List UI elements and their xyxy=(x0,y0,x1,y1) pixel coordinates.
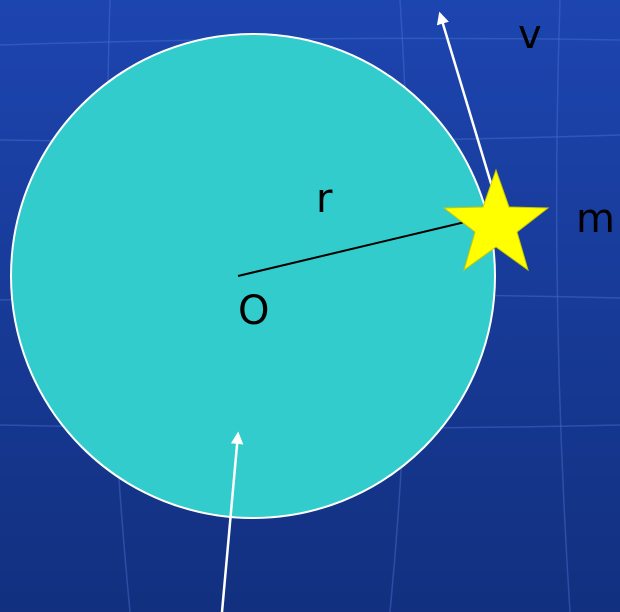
diagram: v r m O xyxy=(0,0,620,612)
center-label: O xyxy=(238,288,269,334)
mass-label: m xyxy=(576,196,615,242)
page: v r m O (() => { const data = JSON.parse… xyxy=(0,0,620,612)
circle xyxy=(11,34,495,518)
velocity-label: v xyxy=(518,12,542,58)
radius-label: r xyxy=(316,176,333,222)
